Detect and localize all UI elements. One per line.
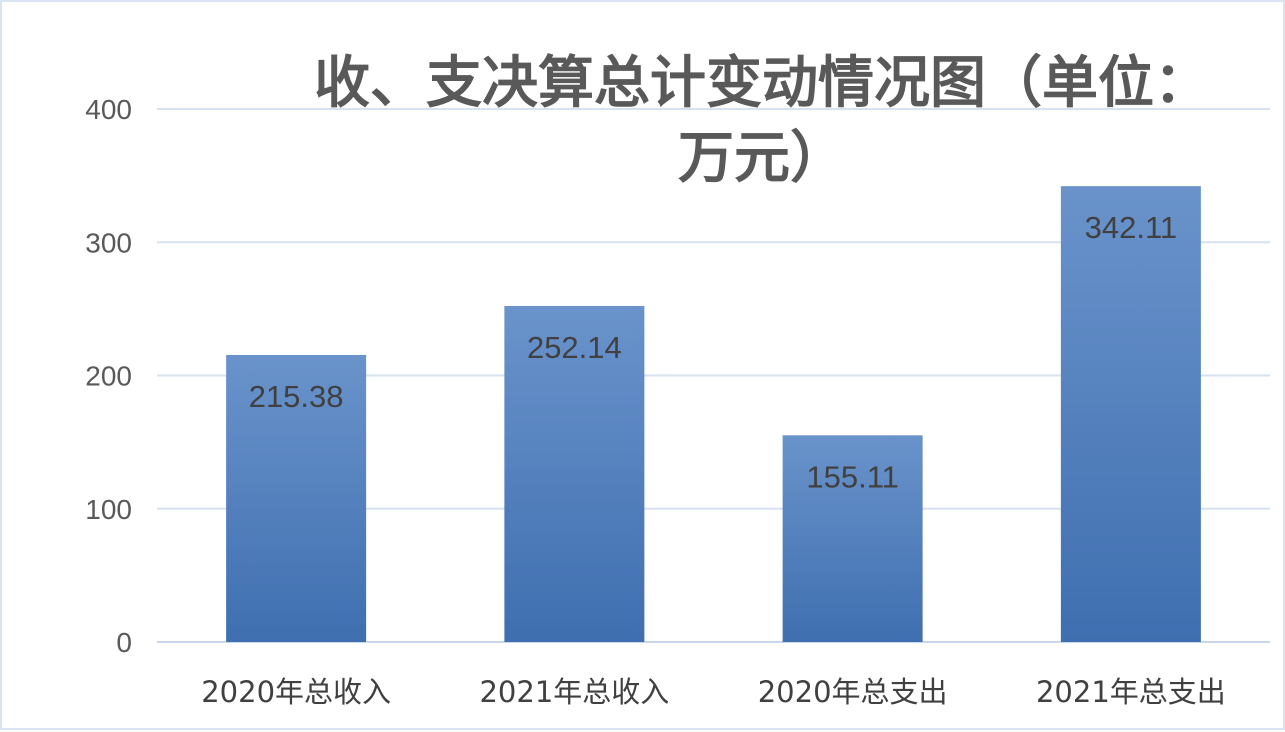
bar [1060,186,1201,642]
data-label: 215.38 [249,379,344,414]
data-label: 252.14 [527,330,622,365]
data-label: 342.11 [1085,210,1178,245]
y-tick-label: 0 [116,627,132,658]
data-labels: 215.38 252.14 155.11 342.11 [249,210,1177,494]
bars [226,186,1201,642]
chart-title-line1: 收、支决算总计变动情况图（单位： [314,50,1210,116]
chart-title-line2: 万元） [678,125,846,191]
y-tick-label: 400 [85,94,132,125]
y-tick-label: 100 [85,494,132,525]
x-category-label: 2021年总支出 [1036,675,1226,709]
data-label: 155.11 [806,459,899,494]
x-category-label: 2021年总收入 [479,675,669,709]
y-tick-label: 300 [85,227,132,258]
x-axis-categories: 2020年总收入 2021年总收入 2020年总支出 2021年总支出 [201,675,1226,709]
y-tick-label: 200 [85,361,132,392]
y-axis-ticks: 0 100 200 300 400 [85,94,132,658]
x-category-label: 2020年总支出 [758,675,948,709]
bar [782,435,923,642]
x-category-label: 2020年总收入 [201,675,391,709]
bar [226,355,367,642]
bar [504,306,645,642]
